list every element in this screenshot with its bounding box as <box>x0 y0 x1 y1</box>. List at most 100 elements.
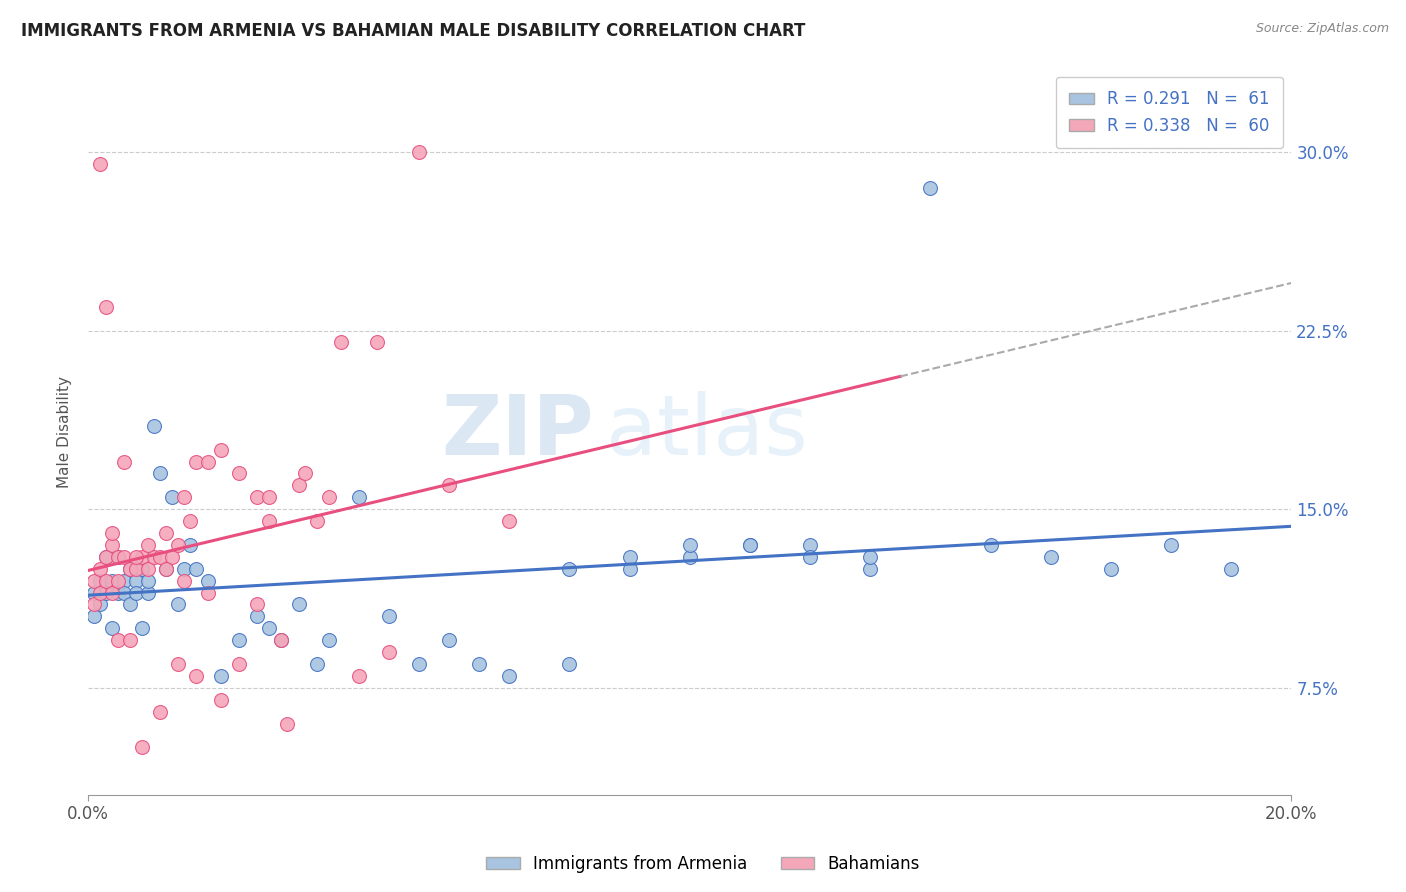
Point <box>149 549 172 564</box>
Point <box>270 633 292 648</box>
Point <box>162 549 184 564</box>
Point <box>619 562 641 576</box>
Point <box>136 574 159 588</box>
Point <box>738 538 761 552</box>
Point <box>112 454 135 468</box>
Point <box>101 526 124 541</box>
Point <box>101 538 124 552</box>
Point <box>408 657 430 671</box>
Point <box>179 538 201 552</box>
Point <box>679 549 702 564</box>
Point <box>980 538 1002 552</box>
Point <box>378 645 401 659</box>
Point <box>89 585 111 599</box>
Point <box>112 585 135 599</box>
Point <box>1099 562 1122 576</box>
Point <box>329 335 352 350</box>
Point <box>83 585 105 599</box>
Point <box>287 598 309 612</box>
Point <box>143 418 166 433</box>
Point <box>173 574 195 588</box>
Point <box>347 491 370 505</box>
Point <box>228 657 250 671</box>
Point <box>209 442 232 457</box>
Point <box>799 549 821 564</box>
Point <box>101 621 124 635</box>
Point <box>96 300 118 314</box>
Point <box>197 454 219 468</box>
Point <box>257 514 280 528</box>
Point <box>131 549 153 564</box>
Point <box>287 478 309 492</box>
Point <box>96 549 118 564</box>
Point <box>305 514 328 528</box>
Point <box>125 585 148 599</box>
Point <box>209 669 232 683</box>
Point <box>1039 549 1062 564</box>
Point <box>83 598 105 612</box>
Point <box>276 716 298 731</box>
Point <box>246 598 269 612</box>
Legend: Immigrants from Armenia, Bahamians: Immigrants from Armenia, Bahamians <box>479 848 927 880</box>
Point <box>112 549 135 564</box>
Point <box>101 574 124 588</box>
Point <box>107 633 129 648</box>
Point <box>89 562 111 576</box>
Point <box>408 145 430 159</box>
Point <box>209 693 232 707</box>
Point <box>162 491 184 505</box>
Text: atlas: atlas <box>606 392 807 472</box>
Point <box>305 657 328 671</box>
Text: ZIP: ZIP <box>441 392 593 472</box>
Point <box>186 454 208 468</box>
Point <box>859 549 882 564</box>
Point <box>347 669 370 683</box>
Point <box>120 598 142 612</box>
Point <box>1220 562 1243 576</box>
Point <box>179 514 201 528</box>
Point <box>120 562 142 576</box>
Text: IMMIGRANTS FROM ARMENIA VS BAHAMIAN MALE DISABILITY CORRELATION CHART: IMMIGRANTS FROM ARMENIA VS BAHAMIAN MALE… <box>21 22 806 40</box>
Point <box>101 585 124 599</box>
Point <box>558 562 581 576</box>
Point <box>257 621 280 635</box>
Point <box>246 609 269 624</box>
Point <box>437 478 460 492</box>
Point <box>112 574 135 588</box>
Point <box>498 669 520 683</box>
Point <box>228 633 250 648</box>
Point <box>155 562 177 576</box>
Point <box>246 491 269 505</box>
Point <box>558 657 581 671</box>
Point <box>1160 538 1182 552</box>
Point <box>120 562 142 576</box>
Point <box>859 562 882 576</box>
Point <box>167 598 190 612</box>
Text: Source: ZipAtlas.com: Source: ZipAtlas.com <box>1256 22 1389 36</box>
Point <box>167 657 190 671</box>
Legend: R = 0.291   N =  61, R = 0.338   N =  60: R = 0.291 N = 61, R = 0.338 N = 60 <box>1056 77 1284 148</box>
Point <box>318 491 340 505</box>
Point <box>619 549 641 564</box>
Point <box>197 585 219 599</box>
Point <box>498 514 520 528</box>
Point <box>107 549 129 564</box>
Point <box>173 491 195 505</box>
Point <box>83 609 105 624</box>
Point <box>107 585 129 599</box>
Point <box>107 574 129 588</box>
Point <box>143 549 166 564</box>
Point <box>96 585 118 599</box>
Point <box>136 562 159 576</box>
Point <box>318 633 340 648</box>
Point <box>125 549 148 564</box>
Point <box>437 633 460 648</box>
Point <box>257 491 280 505</box>
Point <box>131 562 153 576</box>
Point <box>270 633 292 648</box>
Point <box>155 526 177 541</box>
Point <box>125 562 148 576</box>
Point <box>149 705 172 719</box>
Point <box>149 467 172 481</box>
Point <box>89 574 111 588</box>
